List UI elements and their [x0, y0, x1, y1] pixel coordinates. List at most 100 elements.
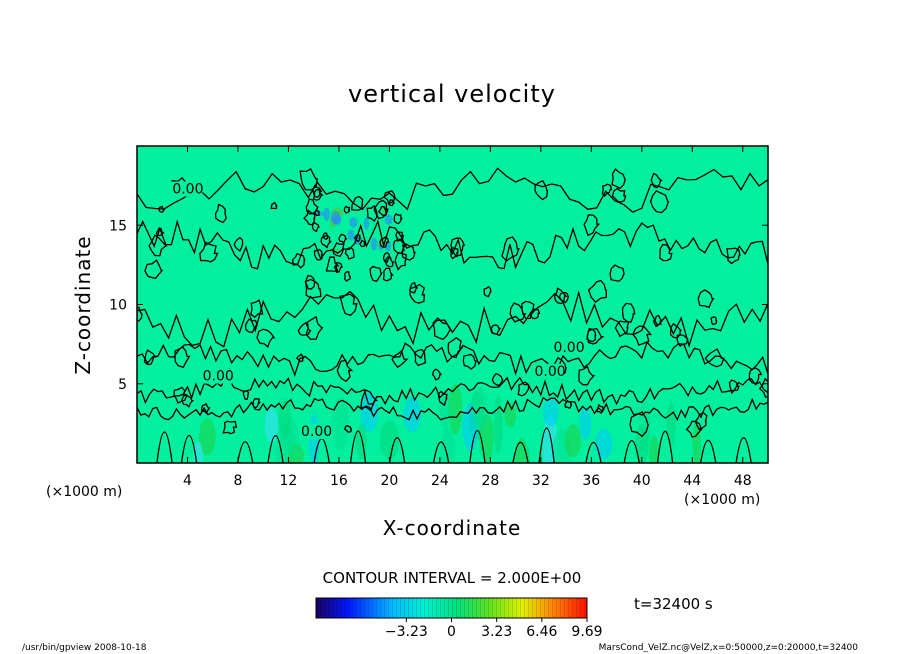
contour-loop [509, 302, 527, 323]
contour-loop [305, 198, 319, 215]
contour-loop [369, 265, 383, 282]
contour-loop [270, 201, 278, 210]
contour-loop [659, 243, 673, 262]
contour-loop [564, 399, 573, 410]
contour-loop [333, 262, 343, 274]
contour-loop [611, 168, 627, 190]
contour-interval-label: CONTOUR INTERVAL = 2.000E+00 [323, 569, 582, 587]
contour-plume [469, 430, 486, 463]
field-blob [564, 424, 582, 458]
contour-loop [431, 368, 443, 381]
contour-plume [180, 435, 198, 463]
contour-loop [726, 247, 741, 265]
x-unit-left: (×1000 m) [46, 484, 122, 500]
field-blob [403, 397, 422, 433]
contour-loop [676, 334, 689, 348]
contour-loop [155, 227, 165, 237]
field-blob [330, 211, 341, 225]
field-blob [323, 207, 330, 222]
contour-loop [629, 411, 650, 438]
contour-loop [483, 285, 492, 298]
contour-loop [158, 205, 166, 214]
contour-loop [450, 237, 466, 257]
contour-loop [450, 246, 459, 260]
contour-loop [447, 336, 464, 359]
contour-loop [558, 291, 570, 304]
contour-plume [388, 437, 406, 463]
x-tick-label: 24 [431, 473, 449, 489]
contour-loop [697, 289, 715, 309]
contour-loop [305, 315, 324, 340]
footer-right: MarsCond_VelZ.nc@VelZ,x=0:50000,z=0:2000… [599, 643, 859, 653]
contour-line [137, 290, 768, 348]
contour-loop [222, 420, 238, 435]
contour-loop [344, 247, 355, 260]
contour-loop [353, 234, 362, 243]
contour-plume [699, 439, 717, 463]
contour-loop [199, 241, 219, 263]
contour-line [137, 219, 768, 270]
contour-loop [649, 190, 670, 214]
field-blob [666, 401, 676, 447]
contour-loop [313, 248, 323, 261]
contour-loop [359, 239, 367, 248]
contour-loop [377, 205, 388, 216]
contour-loop [252, 398, 261, 409]
x-tick-label: 32 [532, 473, 550, 489]
contour-loop [343, 205, 351, 214]
field-blob [649, 435, 660, 463]
contour-loop [490, 324, 502, 335]
field-blob [347, 229, 355, 241]
contour-loop [322, 232, 329, 241]
footer-left: /usr/bin/gpview 2008-10-18 [22, 643, 147, 653]
contour-loop [325, 256, 340, 272]
contour-loop [621, 302, 636, 323]
contour-loop [382, 267, 394, 282]
contour-loop [578, 365, 596, 386]
contour-loop [609, 264, 625, 282]
field-blob [579, 408, 592, 440]
contour-loop [383, 190, 396, 205]
contour-loop [385, 256, 396, 268]
contour-loop [586, 328, 605, 345]
contour-loop [394, 252, 408, 271]
contour-loop [299, 167, 318, 191]
field-blob [493, 395, 503, 454]
contour-loop [395, 231, 405, 242]
contour-loop [137, 306, 143, 322]
contour-line [137, 376, 768, 406]
y-axis-title: Z-coordinate [71, 235, 95, 374]
contour-plume [432, 441, 450, 463]
field-blob [193, 441, 203, 463]
contour-line [137, 167, 768, 213]
contour-loop [320, 234, 333, 249]
colorbar-tick-label: 6.46 [526, 624, 557, 640]
contour-loop [583, 214, 601, 237]
y-axis: 5 10 15 [109, 218, 768, 393]
x-tick-label: 20 [380, 473, 398, 489]
contour-loop [295, 353, 305, 363]
contour-plume [623, 440, 640, 463]
x-tick-label: 28 [481, 473, 499, 489]
plot-area: 0.00 0.00 0.00 0.00 0.00 [136, 145, 769, 464]
field-blob [634, 424, 649, 463]
contour-loop [339, 293, 358, 317]
contour-loop [652, 315, 663, 328]
contour-loop [332, 242, 345, 258]
contour-loop [244, 318, 258, 334]
contour-loop [748, 367, 763, 385]
x-tick-label: 44 [683, 473, 701, 489]
field-blob [692, 420, 701, 463]
contour-loop [174, 346, 191, 369]
contour-loop [382, 251, 391, 263]
field-blob [542, 397, 559, 427]
contour-loop [351, 195, 364, 211]
contour-label-bg [170, 181, 203, 197]
contour-loop [596, 403, 605, 415]
contour-loop [373, 199, 389, 220]
x-axis: 4 8 12 16 20 24 28 32 36 40 44 48 [183, 146, 752, 489]
contour-label: 0.00 [203, 369, 234, 385]
contour-plume [267, 435, 284, 463]
field-blob [504, 403, 517, 428]
